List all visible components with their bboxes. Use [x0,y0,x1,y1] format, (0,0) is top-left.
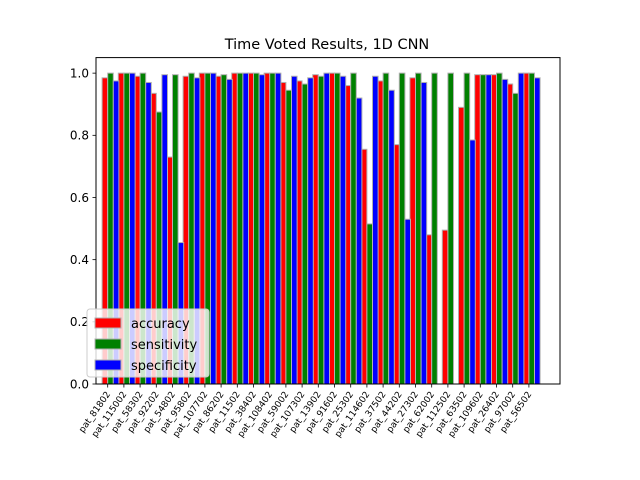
bar-specificity-pat_26402 [501,78,509,385]
x-axis: pat_81802pat_115002pat_58302pat_92202pat… [77,384,534,440]
legend-label-sensitivity: sensitivity [131,338,198,353]
bar-sensitivity-pat_44202 [398,72,406,385]
bar-specificity-pat_108402 [274,72,282,385]
legend-swatch-specificity [94,359,122,371]
bar-specificity-pat_97002 [517,72,525,385]
bar-sensitivity-pat_62002 [431,72,438,385]
bar-specificity-pat_38402 [258,74,266,385]
bar-sensitivity-pat_112502 [447,72,454,385]
bar-sensitivity-pat_63502 [463,72,471,385]
y-axis: 0.0 0.2 0.4 0.6 0.8 1.0 [70,66,96,391]
bar-specificity-pat_109602 [485,74,492,385]
bar-sensitivity-pat_11502 [236,72,244,385]
bar-sensitivity-pat_13902 [317,75,325,385]
bar-sensitivity-pat_26402 [496,72,503,385]
bar-specificity-pat_63502 [469,139,476,385]
bar-specificity-pat_107302 [307,77,314,385]
bar-sensitivity-pat_97002 [512,92,519,385]
bars-group [101,72,541,385]
bar-specificity-pat_37502 [388,89,395,385]
bar-specificity-pat_27302 [420,81,428,385]
bar-sensitivity-pat_25302 [350,72,357,385]
ytick-label: 0.6 [70,191,89,205]
bar-sensitivity-pat_86202 [220,74,228,385]
bar-specificity-pat_25302 [355,97,363,385]
bar-specificity-pat_59002 [291,75,298,385]
bar-sensitivity-pat_91602 [334,72,341,385]
ytick-label: 0.4 [70,253,89,267]
bar-specificity-pat_107702 [210,72,217,385]
bar-accuracy-pat_112502 [441,229,449,385]
bar-sensitivity-pat_59002 [285,89,292,385]
legend-swatch-sensitivity [94,338,122,350]
bar-sensitivity-pat_109602 [479,74,487,385]
bar-specificity-pat_114602 [372,75,379,385]
bar-sensitivity-pat_56502 [528,72,536,385]
bar-specificity-pat_86202 [226,78,233,385]
bar-sensitivity-pat_108402 [269,72,276,385]
legend-swatch-accuracy [94,317,122,329]
plot-frame [95,57,561,385]
bar-specificity-pat_44202 [404,218,411,385]
ytick-label: 1.0 [70,66,89,80]
bar-specificity-pat_11502 [242,72,249,385]
chart-title: Time Voted Results, 1D CNN [224,37,430,53]
bar-accuracy-pat_63502 [458,106,465,385]
ytick-label: 0.8 [70,129,89,143]
legend: accuracy sensitivity specificity [86,308,210,378]
bar-specificity-pat_56502 [534,77,541,385]
bar-sensitivity-pat_38402 [253,72,260,385]
legend-label-specificity: specificity [131,359,197,374]
bar-specificity-pat_13902 [323,72,330,385]
ytick-label: 0.0 [70,377,89,391]
bar-sensitivity-pat_107302 [301,83,309,385]
bar-sensitivity-pat_37502 [382,72,390,385]
bar-specificity-pat_91602 [339,75,347,385]
ytick-label: 0.2 [70,315,89,329]
bar-sensitivity-pat_27302 [415,72,422,385]
bar-sensitivity-pat_114602 [366,223,373,385]
legend-label-accuracy: accuracy [131,317,190,332]
